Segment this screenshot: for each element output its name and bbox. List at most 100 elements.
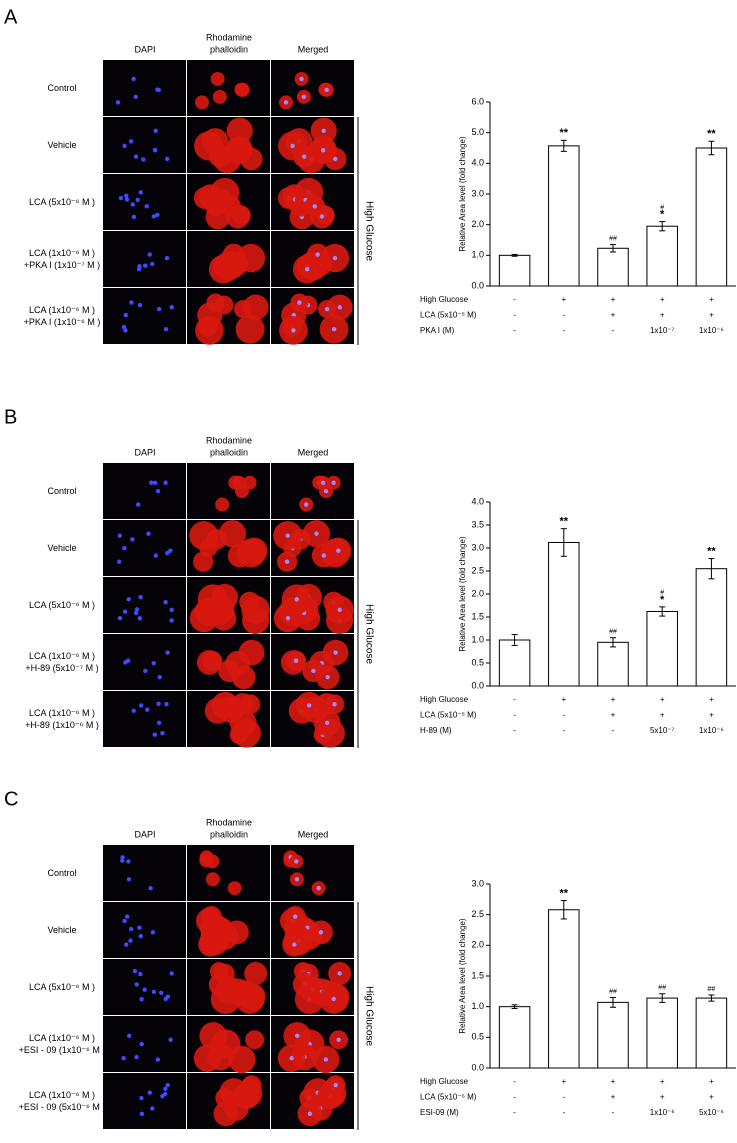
condition-name: LCA (5x10⁻⁶ M) bbox=[420, 1093, 477, 1102]
nucleus bbox=[120, 855, 125, 860]
cell bbox=[208, 254, 238, 284]
nucleus bbox=[133, 610, 139, 616]
bar bbox=[646, 610, 678, 687]
nucleus bbox=[318, 930, 324, 935]
nucleus bbox=[163, 480, 168, 485]
nucleus bbox=[116, 559, 122, 564]
micrograph bbox=[103, 520, 186, 576]
condition-name: ESI-09 (M) bbox=[420, 1108, 459, 1117]
condition-name: H-89 (M) bbox=[420, 726, 452, 735]
significance-mark: * bbox=[660, 209, 665, 221]
nucleus bbox=[138, 703, 144, 708]
micrograph bbox=[103, 60, 186, 116]
nucleus bbox=[331, 480, 336, 485]
nucleus bbox=[163, 599, 168, 605]
nucleus bbox=[144, 204, 149, 209]
nucleus bbox=[126, 597, 131, 602]
micrograph bbox=[271, 845, 354, 901]
nucleus bbox=[132, 968, 138, 974]
column-header: phalloidin bbox=[210, 447, 248, 457]
nucleus bbox=[321, 128, 326, 133]
cell bbox=[240, 147, 263, 171]
side-label: High Glucose bbox=[363, 986, 374, 1046]
row-label: +ESI - 09 (1x10⁻⁶ M ) bbox=[19, 1045, 106, 1055]
micrograph bbox=[103, 902, 186, 958]
nucleus bbox=[122, 143, 127, 149]
nucleus bbox=[121, 324, 127, 330]
nucleus bbox=[138, 594, 143, 600]
cell bbox=[193, 551, 214, 572]
cell bbox=[227, 543, 252, 568]
nucleus bbox=[148, 886, 153, 891]
cell bbox=[193, 1044, 222, 1073]
error-bar bbox=[511, 1004, 518, 1010]
y-tick-label: 2.0 bbox=[471, 940, 484, 950]
nucleus bbox=[156, 701, 161, 707]
column-header: DAPI bbox=[134, 44, 155, 54]
significance-mark: ## bbox=[708, 986, 716, 993]
nucleus bbox=[294, 1033, 300, 1039]
row-label: Control bbox=[47, 486, 76, 496]
column-header: phalloidin bbox=[210, 829, 248, 839]
nucleus bbox=[126, 877, 132, 882]
y-tick-label: 1.0 bbox=[471, 1001, 484, 1011]
nucleus bbox=[117, 533, 122, 538]
condition-value: + bbox=[611, 1077, 616, 1086]
nucleus bbox=[324, 306, 330, 312]
nucleus bbox=[138, 190, 143, 195]
y-tick-label: 0.0 bbox=[471, 280, 484, 290]
condition-name: High Glucose bbox=[420, 295, 469, 304]
cell bbox=[241, 1075, 262, 1095]
cell bbox=[242, 475, 257, 490]
column-header: phalloidin bbox=[210, 44, 248, 54]
nucleus bbox=[301, 154, 307, 159]
nucleus bbox=[147, 252, 152, 257]
nucleus bbox=[336, 1037, 341, 1043]
error-bar bbox=[708, 994, 715, 1002]
condition-value: - bbox=[513, 711, 516, 720]
y-tick-label: 2.0 bbox=[471, 219, 484, 229]
nucleus bbox=[311, 668, 316, 674]
nucleus bbox=[155, 1057, 161, 1062]
bar bbox=[498, 254, 531, 287]
nucleus bbox=[136, 267, 142, 272]
nucleus bbox=[143, 263, 148, 268]
micrograph bbox=[103, 634, 186, 690]
micrograph bbox=[187, 463, 270, 519]
nucleus bbox=[128, 139, 134, 144]
nucleus bbox=[323, 1057, 329, 1062]
condition-value: + bbox=[561, 1077, 566, 1086]
condition-value: - bbox=[513, 1093, 516, 1102]
row-label: LCA (5x10⁻⁶ M ) bbox=[29, 982, 95, 992]
error-bar bbox=[708, 140, 715, 156]
cell bbox=[235, 82, 250, 97]
nucleus bbox=[333, 156, 338, 162]
condition-value: + bbox=[660, 1077, 665, 1086]
y-tick-label: 3.5 bbox=[471, 519, 484, 529]
condition-name: High Glucose bbox=[420, 1077, 469, 1086]
condition-value: - bbox=[612, 326, 615, 335]
condition-value: - bbox=[513, 726, 516, 735]
nucleus bbox=[163, 996, 168, 1002]
nucleus bbox=[164, 702, 169, 707]
cell bbox=[215, 497, 230, 512]
cell bbox=[218, 520, 247, 548]
significance-mark: ## bbox=[609, 629, 617, 636]
significance-mark: ** bbox=[560, 127, 569, 139]
error-bar bbox=[511, 253, 518, 257]
micrograph bbox=[103, 174, 186, 230]
nucleus bbox=[123, 328, 128, 333]
y-tick-label: 4.0 bbox=[471, 496, 484, 506]
column-header: DAPI bbox=[134, 829, 155, 839]
micrograph bbox=[271, 463, 354, 519]
error-bar bbox=[560, 900, 567, 920]
nucleus bbox=[137, 302, 143, 308]
nucleus bbox=[303, 502, 309, 507]
row-label: Vehicle bbox=[47, 925, 76, 935]
nucleus bbox=[152, 480, 158, 486]
nucleus bbox=[145, 707, 150, 712]
row-label: +ESI - 09 (5x10⁻⁶ M ) bbox=[19, 1102, 106, 1112]
nucleus bbox=[336, 548, 341, 553]
error-bar bbox=[610, 637, 616, 648]
error-bar bbox=[610, 996, 616, 1008]
